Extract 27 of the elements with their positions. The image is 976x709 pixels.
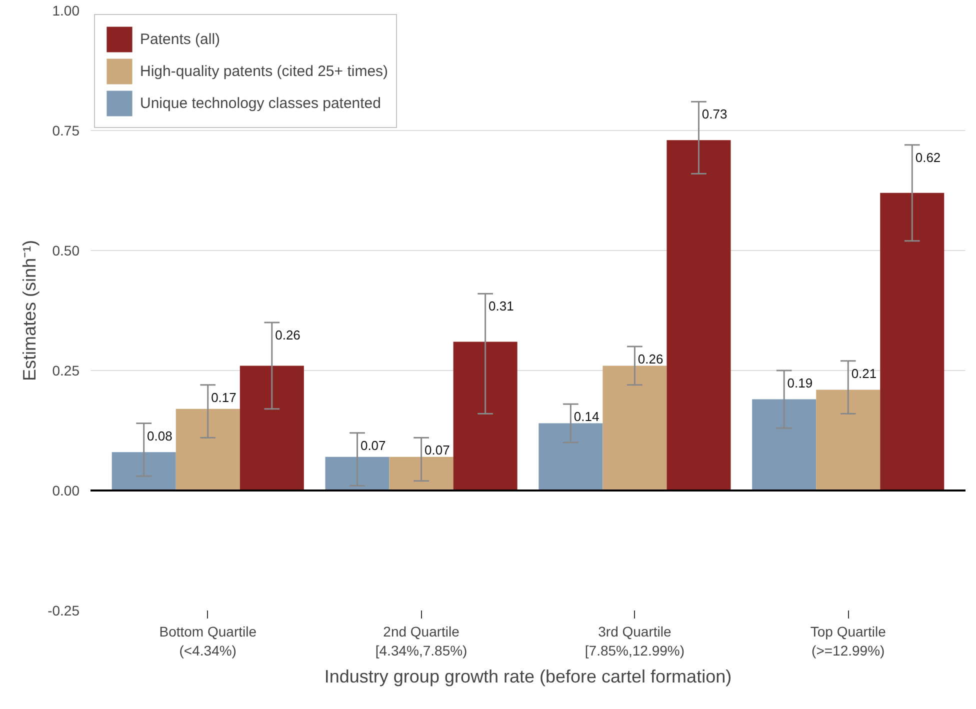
y-tick-label: 0.25 xyxy=(52,362,80,378)
legend-label: High-quality patents (cited 25+ times) xyxy=(140,62,388,80)
data-label: 0.07 xyxy=(360,438,386,453)
data-label: 0.26 xyxy=(275,328,300,342)
data-label: 0.31 xyxy=(488,298,514,314)
data-label: 0.07 xyxy=(424,442,450,458)
data-label: 0.62 xyxy=(915,150,941,165)
y-tick-label: 0.00 xyxy=(52,482,80,498)
y-tick-label: 0.50 xyxy=(52,242,80,258)
x-tick-label: Top Quartile (>=12.99%) xyxy=(810,624,886,659)
y-tick-label: 1.00 xyxy=(52,2,80,18)
data-label: 0.73 xyxy=(702,106,728,122)
x-tick-label: 3rd Quartile [7.85%,12.99%) xyxy=(584,624,685,659)
y-tick-label: 0.75 xyxy=(52,122,80,138)
x-axis-title: Industry group growth rate (before cartel formation) xyxy=(324,666,732,687)
x-tick-label: 2nd Quartile [4.34%,7.85%) xyxy=(375,624,468,659)
legend-label: Unique technology classes patented xyxy=(140,94,381,112)
data-label: 0.17 xyxy=(211,390,236,405)
legend-label: Patents (all) xyxy=(140,30,220,48)
data-label: 0.08 xyxy=(147,428,172,444)
y-tick-label: -0.25 xyxy=(48,602,80,618)
data-label: 0.14 xyxy=(574,409,600,424)
x-tick-label: Bottom Quartile (<4.34%) xyxy=(159,624,257,659)
y-axis-title: Estimates (sinh⁻¹) xyxy=(20,240,40,382)
data-label: 0.26 xyxy=(638,352,664,366)
data-label: 0.19 xyxy=(787,376,813,390)
data-label: 0.21 xyxy=(851,366,877,381)
